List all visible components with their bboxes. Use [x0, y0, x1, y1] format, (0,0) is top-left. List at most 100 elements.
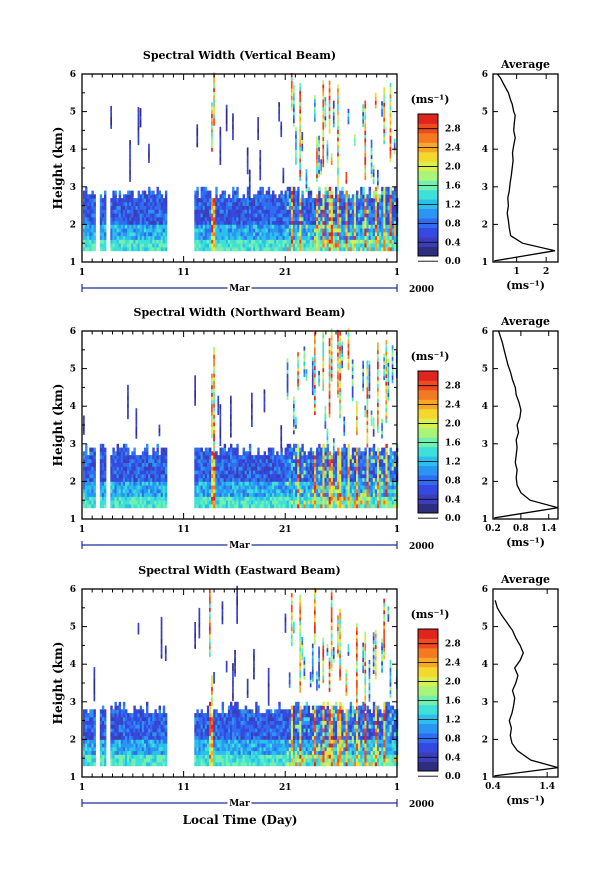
y-tick-label: 1: [70, 258, 76, 268]
colorbar-tick-label: 2.4: [445, 659, 461, 669]
y-tick-label: 3: [70, 183, 76, 193]
colorbar-tick-label: 2.8: [445, 125, 461, 135]
average-title: Average: [500, 573, 550, 586]
y-tick-label: 3: [70, 698, 76, 708]
x-tick-label: 21: [279, 783, 292, 793]
colorbar-cell: [418, 647, 438, 658]
y-tick-label: 2: [70, 477, 76, 487]
avg-y-tick-label: 2: [482, 735, 488, 745]
y-tick-label: 5: [70, 623, 76, 633]
colorbar-cell: [418, 446, 438, 457]
month-label-bg: [227, 797, 252, 807]
avg-x-tick-label: 1.4: [539, 782, 555, 792]
average-profile-line: [494, 330, 559, 519]
colorbar-cell: [418, 484, 438, 495]
avg-x-axis-label: (ms⁻¹): [506, 279, 545, 292]
colorbar-tick-label: 0.8: [445, 734, 461, 744]
colorbar-cell: [418, 666, 438, 677]
colorbar-tick-label: 1.6: [445, 181, 461, 191]
colorbar-frame: [417, 628, 439, 772]
x-tick-label: 1: [394, 525, 400, 535]
y-axis-label: Height (km): [51, 384, 65, 467]
y-tick-label: 6: [70, 585, 76, 595]
avg-x-tick-label: 1.4: [541, 524, 557, 534]
colorbar-cell: [418, 246, 438, 257]
colorbar-label: (ms⁻¹): [411, 350, 450, 363]
y-tick-label: 4: [70, 402, 76, 412]
y-axis-label: Height (km): [51, 642, 65, 725]
colorbar-cell: [418, 503, 438, 514]
average-frame: [492, 330, 559, 520]
colorbar-tick-label: 2.0: [445, 678, 461, 688]
colorbar-label: (ms⁻¹): [411, 93, 450, 106]
colorbar-tick-label: 1.6: [445, 438, 461, 448]
colorbar-tick-label: 2.4: [445, 144, 461, 154]
panel-1: Spectral Width (Vertical Beam) 1 2 3 4 5 6 Heig…: [51, 49, 559, 295]
colorbar-cell: [418, 189, 438, 200]
x-tick-label: 1: [394, 268, 400, 278]
colorbar: (ms⁻¹) 0.0 0.4 0.8 1.2 1.6 2.0 2.4 2.8: [411, 350, 461, 524]
colorbar-tick-label: 2.8: [445, 640, 461, 650]
average-frame: [492, 588, 559, 778]
avg-y-tick-label: 4: [482, 402, 488, 412]
x-tick-label: 21: [279, 268, 292, 278]
avg-x-tick-label: 1: [514, 267, 520, 277]
colorbar-cell: [418, 465, 438, 476]
average-profile-line: [494, 73, 556, 262]
average-frame: [492, 73, 559, 263]
avg-x-tick-label: 0.8: [513, 524, 529, 534]
heatmap-cells: [83, 585, 399, 767]
colorbar-cell: [418, 723, 438, 734]
colorbar-tick-label: 0.4: [445, 495, 461, 505]
avg-y-tick-label: 4: [482, 660, 488, 670]
heatmap-title: Spectral Width (Northward Beam): [134, 306, 346, 319]
avg-x-axis-label: (ms⁻¹): [506, 794, 545, 807]
x-axis-label: Local Time (Day): [183, 813, 298, 827]
y-tick-label: 1: [70, 773, 76, 783]
y-tick-label: 5: [70, 365, 76, 375]
y-tick-label: 5: [70, 108, 76, 118]
avg-y-tick-label: 5: [482, 365, 488, 375]
colorbar-cell: [418, 408, 438, 419]
avg-x-tick-label: 2: [543, 267, 549, 277]
avg-y-tick-label: 1: [482, 515, 488, 525]
x-tick-label: 1: [79, 783, 85, 793]
colorbar-cell: [418, 761, 438, 772]
colorbar-tick-label: 1.6: [445, 696, 461, 706]
colorbar: (ms⁻¹) 0.0 0.4 0.8 1.2 1.6 2.0 2.4 2.8: [411, 608, 461, 782]
colorbar-cell: [418, 389, 438, 400]
colorbar-tick-label: 2.0: [445, 163, 461, 173]
avg-y-tick-label: 6: [482, 327, 488, 337]
colorbar-cell: [418, 629, 438, 639]
colorbar-cell: [418, 704, 438, 715]
average-panel: Average 1 2 3 4 5 6 0.4 1.4 (ms⁻¹): [482, 573, 559, 807]
x-tick-label: 21: [279, 525, 292, 535]
avg-y-tick-label: 6: [482, 70, 488, 80]
avg-y-tick-label: 5: [482, 623, 488, 633]
colorbar-frame: [417, 370, 439, 514]
month-label-bg: [227, 282, 252, 292]
month-label: Mar: [229, 541, 250, 551]
colorbar-frame: [417, 113, 439, 257]
year-label: 2000: [409, 542, 434, 552]
average-title: Average: [500, 58, 550, 71]
year-label: 2000: [409, 800, 434, 810]
panel-2: Spectral Width (Northward Beam) 1 2 3 4 5 6 Hei…: [51, 306, 559, 552]
colorbar-tick-label: 1.2: [445, 715, 461, 725]
average-panel: Average 1 2 3 4 5 6 1 2 (ms⁻¹): [482, 58, 559, 292]
colorbar-tick-label: 1.2: [445, 200, 461, 210]
heatmap-cells: [83, 328, 399, 509]
y-tick-label: 3: [70, 440, 76, 450]
avg-y-tick-label: 3: [482, 183, 488, 193]
y-tick-label: 1: [70, 515, 76, 525]
x-tick-label: 1: [79, 525, 85, 535]
average-title: Average: [500, 315, 550, 328]
x-tick-label: 11: [177, 783, 190, 793]
month-label-bg: [227, 539, 252, 549]
x-tick-label: 11: [177, 268, 190, 278]
avg-x-tick-label: 0.2: [485, 524, 501, 534]
colorbar-cell: [418, 227, 438, 238]
y-tick-label: 2: [70, 220, 76, 230]
colorbar-cell: [418, 170, 438, 181]
